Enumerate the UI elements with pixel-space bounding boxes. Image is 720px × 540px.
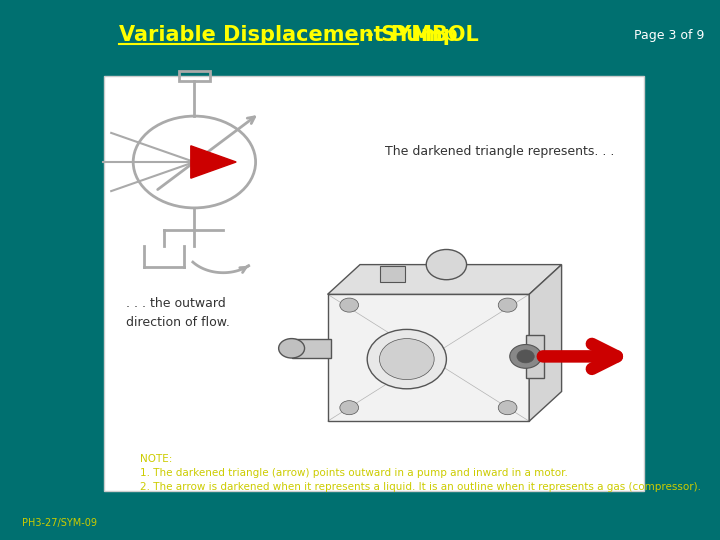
Text: Variable Displacement Pump: Variable Displacement Pump [119, 25, 457, 45]
Polygon shape [529, 265, 562, 421]
Circle shape [379, 339, 434, 380]
Circle shape [498, 401, 517, 415]
Text: The darkened triangle represents. . .: The darkened triangle represents. . . [385, 145, 615, 158]
Bar [179, 71, 210, 81]
Circle shape [340, 298, 359, 312]
Bar [380, 266, 405, 282]
Polygon shape [328, 265, 562, 294]
Circle shape [279, 339, 305, 358]
Text: PH3-27/SYM-09: PH3-27/SYM-09 [22, 518, 96, 528]
Bar [292, 339, 331, 358]
Circle shape [498, 298, 517, 312]
Bar [526, 335, 544, 378]
Bar [328, 294, 529, 421]
Text: - SYMBOL: - SYMBOL [358, 25, 479, 45]
Text: Page 3 of 9: Page 3 of 9 [634, 29, 704, 42]
Polygon shape [191, 146, 236, 178]
Circle shape [426, 249, 467, 280]
Circle shape [510, 345, 541, 368]
Text: NOTE:
1. The darkened triangle (arrow) points outward in a pump and inward in a : NOTE: 1. The darkened triangle (arrow) p… [140, 455, 701, 492]
Text: . . . the outward
direction of flow.: . . . the outward direction of flow. [126, 297, 230, 329]
FancyBboxPatch shape [104, 76, 644, 491]
Circle shape [340, 401, 359, 415]
Circle shape [517, 350, 534, 363]
Circle shape [367, 329, 446, 389]
